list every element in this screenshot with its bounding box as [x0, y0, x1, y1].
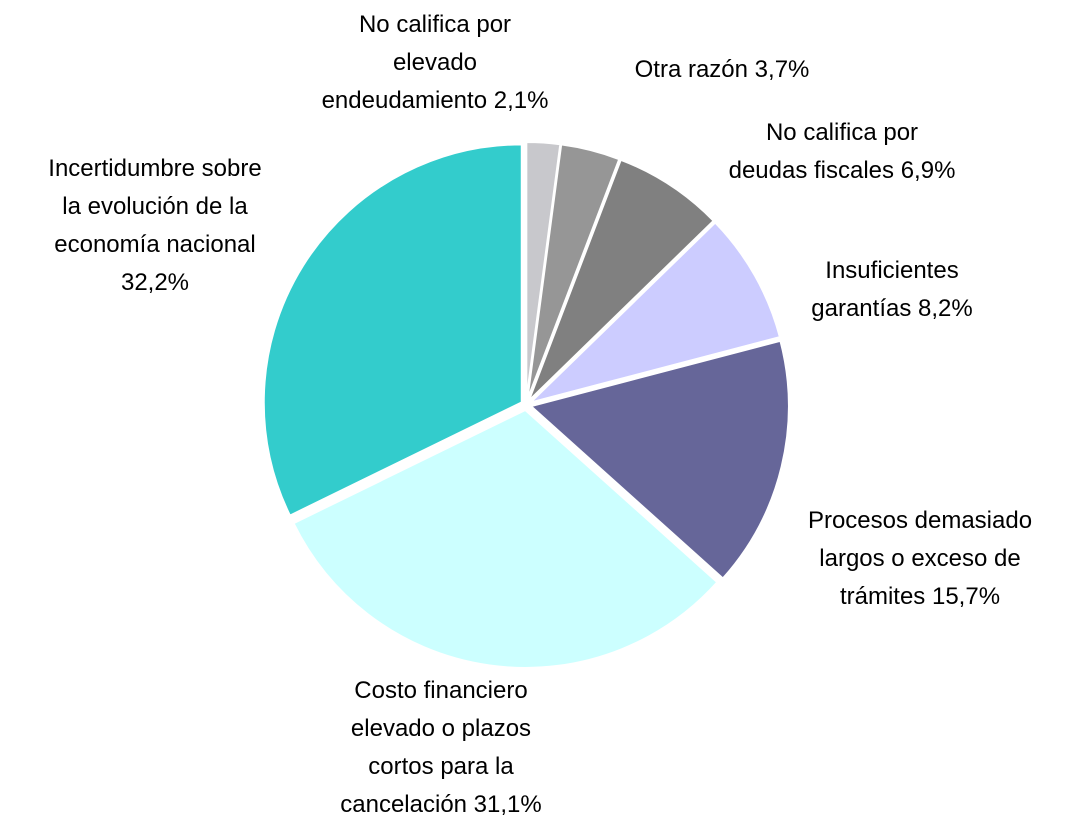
- value-label: 31,1%: [473, 791, 542, 818]
- value-label: 6,9%: [900, 157, 956, 184]
- category-label: Procesos demasiado largos o exceso de tr…: [807, 507, 1033, 610]
- value-label: 32,2%: [120, 269, 190, 296]
- category-label: Incertidumbre sobre la evolución de la e…: [48, 155, 262, 258]
- slice-label: Procesos demasiado largos o exceso de tr…: [808, 502, 1032, 616]
- pie-slice: [292, 408, 719, 669]
- slice-label: No califica por deudas fiscales 6,9%: [729, 114, 956, 190]
- category-label: Costo financiero elevado o plazos cortos…: [340, 677, 532, 818]
- value-label: 8,2%: [918, 295, 973, 322]
- category-label: No califica por elevado endeudamiento: [321, 11, 512, 114]
- category-label: Otra razón: [634, 56, 749, 83]
- slice-label: Insuficientes garantías 8,2%: [811, 252, 972, 328]
- value-label: 15,7%: [931, 583, 1001, 610]
- slice-label: Costo financiero elevado o plazos cortos…: [340, 672, 541, 820]
- slice-label: Incertidumbre sobre la evolución de la e…: [48, 150, 261, 302]
- pie-slice: [526, 143, 621, 401]
- pie-slice: [262, 143, 523, 517]
- value-label: 2,1%: [493, 87, 549, 114]
- pie-slice: [527, 158, 716, 402]
- pie-slice: [526, 221, 782, 405]
- category-label: No califica por deudas fiscales: [728, 119, 919, 184]
- pie-slice: [528, 339, 790, 580]
- value-label: 3,7%: [754, 56, 810, 83]
- category-label: Insuficientes garantías: [811, 257, 959, 322]
- slice-label: Otra razón 3,7%: [635, 51, 810, 89]
- slice-label: No califica por elevado endeudamiento 2,…: [322, 6, 549, 120]
